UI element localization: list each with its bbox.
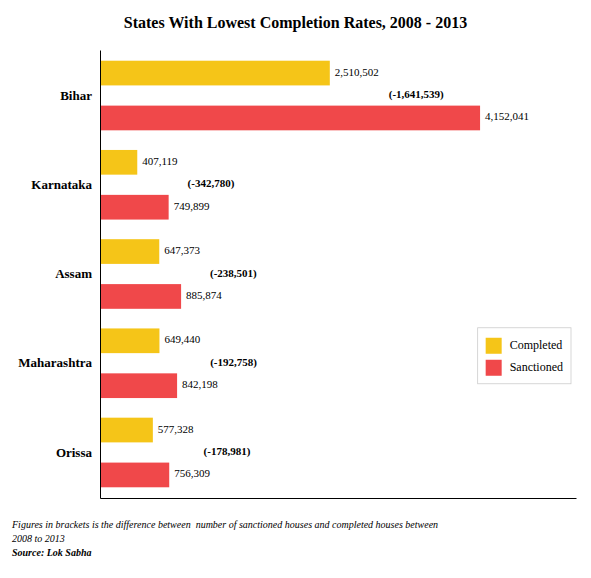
footnote: Figures in brackets is the difference be… [11,519,438,558]
annotation: (-342,780) [188,177,235,190]
bar [100,418,153,443]
legend-frame [478,328,571,384]
legend-label: Completed [510,338,563,352]
y-tick-label: Maharashtra [18,355,92,370]
bar [100,463,169,488]
y-tick-label: Assam [55,266,92,281]
y-tick: Karnataka [31,177,100,192]
data-label: 407,119 [142,155,178,167]
annotations: (-1,641,539) (-342,780) (-238,501) (-192,75… [188,88,445,458]
bar [100,106,480,131]
data-label: 647,373 [164,244,200,256]
bar [100,195,169,220]
annotation: (-1,641,539) [389,88,444,101]
data-label: 2,510,502 [335,66,379,78]
legend-swatch [486,360,502,376]
data-label: 649,440 [164,333,200,345]
chart-container: States With Lowest Completion Rates, 200… [0,0,591,578]
plot: Bihar Karnataka Assam Maharashtra Orissa 2,51… [18,51,576,499]
legend-item: Sanctioned [486,360,563,376]
legend: Completed Sanctioned [478,328,571,384]
data-labels: 2,510,502 407,119 647,373 649,440 577,328 4,1… [142,66,529,480]
y-tick: Maharashtra [18,355,100,370]
bar [100,239,159,264]
y-tick: Assam [55,266,100,281]
y-tick: Orissa [56,445,100,460]
data-label: 756,309 [174,467,210,479]
legend-item: Completed [486,338,563,354]
data-label: 885,874 [186,289,222,301]
legend-label: Sanctioned [510,360,563,374]
legend-swatch [486,338,502,354]
data-label: 4,152,041 [485,110,529,122]
footnote-line: Source: Lok Sabha [12,547,91,558]
annotation: (-178,981) [204,445,251,458]
annotation: (-238,501) [210,267,257,280]
bar [100,284,181,309]
chart-svg: States With Lowest Completion Rates, 200… [0,0,591,578]
bar [100,373,177,398]
footnote-line: Figures in brackets is the difference be… [11,519,438,530]
y-tick: Bihar [60,88,100,103]
y-tick-label: Karnataka [31,177,92,192]
bar [100,150,137,175]
y-axis-line [100,51,101,499]
title: States With Lowest Completion Rates, 200… [124,14,467,32]
x-axis [101,498,577,499]
y-axis: Bihar Karnataka Assam Maharashtra Orissa [18,51,100,499]
footnote-line: 2008 to 2013 [12,533,65,544]
bar [100,61,330,86]
bars [100,61,480,488]
x-axis-line [101,498,577,499]
annotation: (-192,758) [210,356,257,369]
data-label: 749,899 [174,200,210,212]
y-tick-label: Orissa [56,445,93,460]
bar [100,328,159,353]
y-tick-label: Bihar [60,88,92,103]
data-label: 842,198 [182,378,218,390]
data-label: 577,328 [158,423,194,435]
